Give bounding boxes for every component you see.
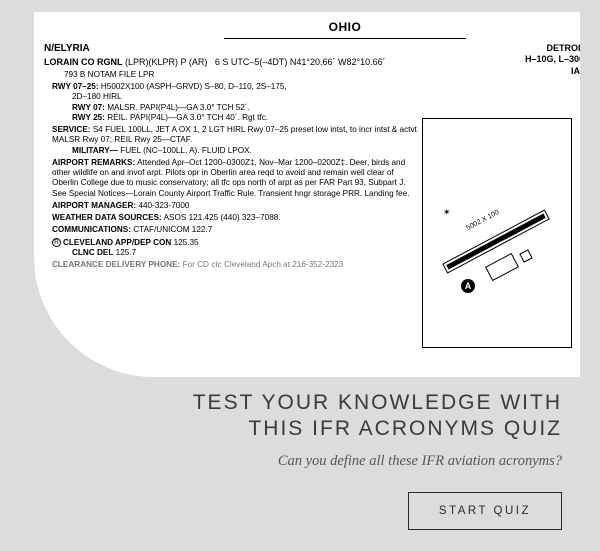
airport-line: LORAIN CO RGNL (LPR)(KLPR) P (AR) 6 S UT…	[44, 57, 424, 68]
rwy25-text: REIL. PAPI(P4L)—GA 3.0° TCH 40´. Rgt tfc…	[107, 113, 268, 122]
wx-label: WEATHER DATA SOURCES:	[52, 213, 162, 222]
airport-header-left: N/ELYRIA LORAIN CO RGNL (LPR)(KLPR) P (A…	[44, 43, 424, 80]
promo-subtitle: Can you define all these IFR aviation ac…	[34, 453, 562, 470]
airport-diagram: 5002 X 100 ✶ A	[422, 118, 572, 348]
promo-title-line1: TEST YOUR KNOWLEDGE WITH	[193, 391, 562, 414]
app-label: CLEVELAND APP/DEP CON	[63, 238, 171, 247]
hangar-shape	[519, 249, 533, 263]
runway-main-2: 2D–180 HIRL	[72, 92, 580, 102]
mgr-label: AIRPORT MANAGER:	[52, 201, 136, 210]
airport-header-right: DETROIT H–10G, L–30G IAP	[525, 43, 580, 77]
military-label: MILITARY—	[72, 146, 118, 155]
promo-block: TEST YOUR KNOWLEDGE WITH THIS IFR ACRONY…	[34, 390, 580, 530]
remarks-section: AIRPORT REMARKS: Attended Apr–Oct 1200–0…	[52, 158, 422, 199]
rwy07-text: MALSR. PAPI(P4L)—GA 3.0° TCH 52´.	[107, 103, 250, 112]
military-text: FUEL (NC–100LL, A). FLUID LPOX.	[120, 146, 252, 155]
rwy-main-label: RWY 07–25:	[52, 82, 99, 91]
service-text: S4 FUEL 100LL, JET A OX 1, 2 LGT HIRL Rw…	[52, 125, 417, 144]
runway-main: RWY 07–25: H5002X100 (ASPH–GRVD) S–80, D…	[52, 82, 580, 92]
airport-name: LORAIN CO RGNL	[44, 57, 123, 67]
airport-meta: 6 S UTC–5(–4DT) N41°20.66´ W82°10.66´	[215, 57, 386, 67]
service-label: SERVICE:	[52, 125, 91, 134]
rwy25-label: RWY 25:	[72, 113, 105, 122]
city-name: N/ELYRIA	[44, 43, 424, 56]
airport-ids: (LPR)(KLPR) P (AR)	[125, 57, 207, 67]
clearance-label: CLEARANCE DELIVERY PHONE:	[52, 260, 180, 269]
header-row: N/ELYRIA LORAIN CO RGNL (LPR)(KLPR) P (A…	[44, 43, 580, 80]
hotspot-marker: A	[461, 279, 475, 293]
registered-icon: R	[52, 238, 61, 247]
charts-list: H–10G, L–30G	[525, 54, 580, 65]
remarks-label: AIRPORT REMARKS:	[52, 158, 135, 167]
promo-title-line2: THIS IFR ACRONYMS QUIZ	[248, 417, 562, 440]
comm-text: CTAF/UNICOM 122.7	[133, 225, 212, 234]
start-quiz-button[interactable]: START QUIZ	[408, 492, 562, 530]
sectional-region: DETROIT	[525, 43, 580, 54]
apron-shape	[485, 253, 519, 281]
iap-tag: IAP	[525, 66, 580, 77]
runway-dimensions: 5002 X 100	[465, 209, 500, 232]
mgr-text: 440-323-7000	[138, 201, 189, 210]
clearance-text: For CD ctc Cleveland Apch at 216-352-232…	[183, 260, 344, 269]
clnc-text: 125.7	[116, 248, 137, 257]
wx-text: ASOS 121.425 (440) 323–7088.	[164, 213, 281, 222]
document-card: OHIO N/ELYRIA LORAIN CO RGNL (LPR)(KLPR)…	[34, 12, 580, 377]
service-section: SERVICE: S4 FUEL 100LL, JET A OX 1, 2 LG…	[52, 125, 422, 146]
beacon-icon: ✶	[443, 207, 451, 218]
notam-line: 793 B NOTAM FILE LPR	[64, 70, 424, 80]
comm-label: COMMUNICATIONS:	[52, 225, 131, 234]
clnc-label: CLNC DEL	[72, 248, 113, 257]
state-header: OHIO	[224, 20, 466, 39]
promo-title: TEST YOUR KNOWLEDGE WITH THIS IFR ACRONY…	[34, 390, 562, 443]
runway-07: RWY 07: MALSR. PAPI(P4L)—GA 3.0° TCH 52´…	[72, 103, 580, 113]
rwy-main-text: H5002X100 (ASPH–GRVD) S–80, D–110, 2S–17…	[101, 82, 287, 91]
app-text: 125.35	[174, 238, 199, 247]
rwy07-label: RWY 07:	[72, 103, 105, 112]
